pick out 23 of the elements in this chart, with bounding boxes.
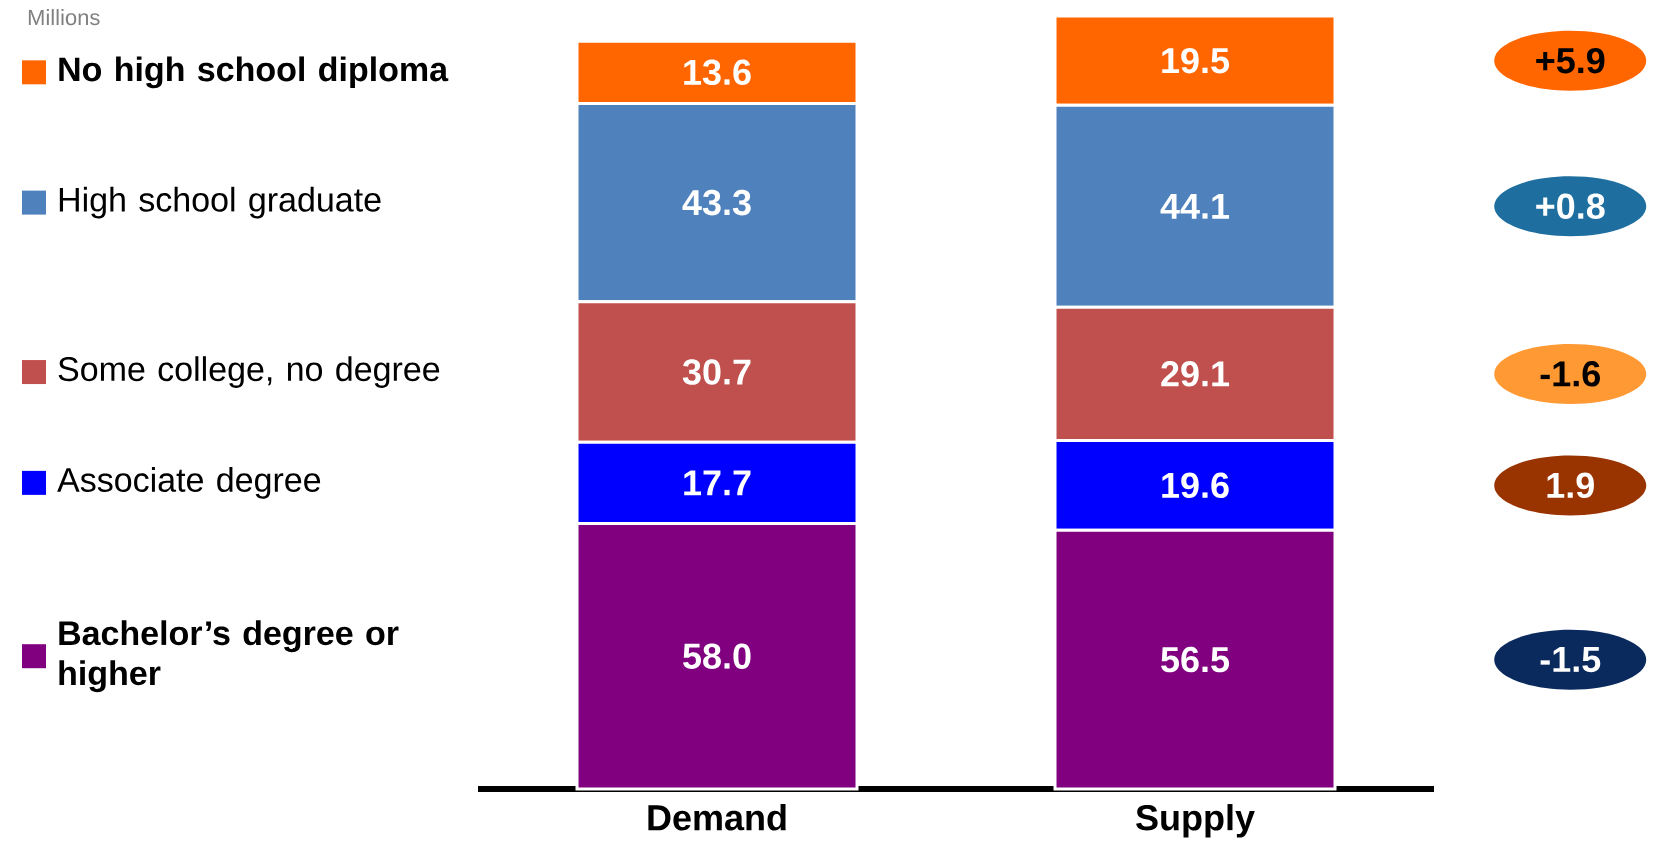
legend-label: No high school diploma [59, 56, 449, 89]
data-label: 17.7 [684, 470, 751, 496]
text: +5.9 [1536, 47, 1605, 74]
legend-label: Some college, no degree [58, 356, 440, 388]
text: 1.9 [1547, 472, 1594, 499]
data-label: 44.1 [1160, 193, 1230, 219]
data-label: 13.6 [684, 59, 751, 86]
data-label: 43.3 [682, 189, 751, 216]
x-tick-label: Supply [1136, 804, 1255, 838]
text: Millions [28, 9, 100, 26]
text: -1.6 [1540, 361, 1600, 387]
x-tick-label: Demand [648, 804, 786, 831]
data-label: 19.6 [1162, 472, 1229, 499]
data-label: 56.5 [1161, 646, 1230, 673]
data-label: 19.5 [1162, 47, 1230, 74]
text: -1.5 [1540, 647, 1601, 673]
legend-label: Bachelor’s degree or higher [59, 620, 399, 693]
data-label: 30.7 [682, 359, 751, 385]
data-label: 58.0 [683, 643, 751, 669]
legend-label: High school graduate [59, 186, 381, 219]
data-label: 29.1 [1161, 361, 1230, 387]
legend-label: Associate degree [57, 467, 321, 499]
text: +0.8 [1536, 193, 1605, 220]
